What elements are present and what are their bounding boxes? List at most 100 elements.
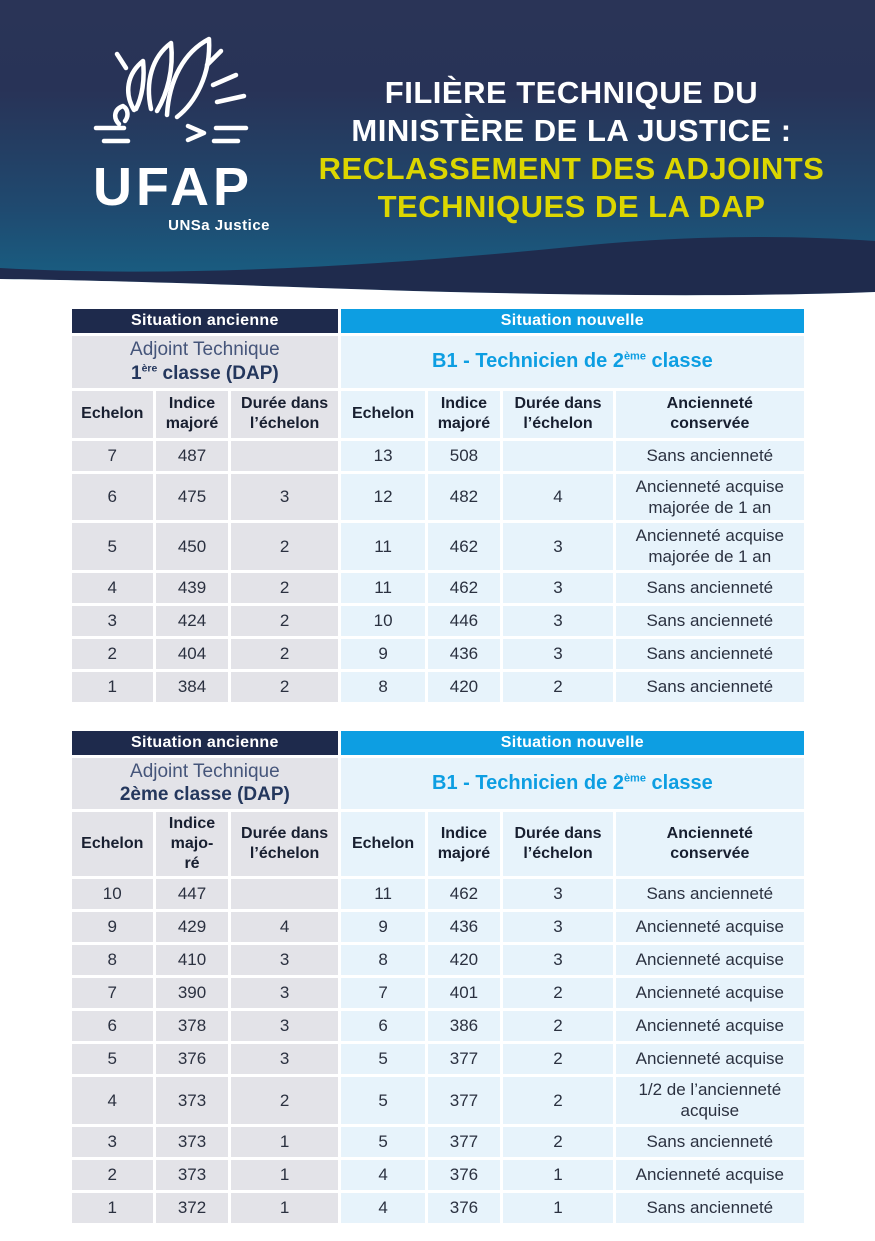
table-cell: 2 [499, 1074, 617, 1127]
table-cell: 6 [338, 1008, 428, 1044]
table-row: 4 373 2 5 377 2 1/2 de l’ancienneté acquise [68, 1074, 807, 1127]
grade-title-row: Adjoint Technique 1ère classe (DAP) B1 -… [68, 333, 807, 391]
table-cell: 3 [227, 1008, 342, 1044]
table-cell: Ancienneté acquise [613, 909, 807, 945]
grade-title-row: Adjoint Technique 2ème classe (DAP) B1 -… [68, 754, 807, 812]
table-cell: 12 [338, 470, 428, 523]
table-cell: 377 [424, 1041, 503, 1077]
table-cell: 3 [499, 602, 617, 639]
table-cell: 376 [424, 1189, 503, 1226]
table-cell: 9 [338, 909, 428, 945]
table-cell: Sans ancienneté [613, 635, 807, 672]
table-cell: 2 [227, 569, 342, 606]
table-cell: 2 [499, 1041, 617, 1077]
table-cell: 462 [424, 569, 503, 606]
table-cell: 10 [68, 876, 157, 912]
table-cell: 2 [227, 668, 342, 705]
wave-decoration [0, 236, 875, 300]
table-cell [227, 437, 342, 474]
col-duree-new: Durée dans l’échelon [499, 387, 617, 441]
table-cell: Sans ancienneté [613, 1123, 807, 1160]
table-row: 8 410 3 8 420 3 Ancienneté acquise [68, 942, 807, 978]
new-situation-header: Situation nouvelle [338, 306, 807, 336]
table-cell: 4 [68, 1074, 157, 1127]
table-cell: 4 [338, 1156, 428, 1193]
table-cell: 377 [424, 1123, 503, 1160]
table-row: 9 429 4 9 436 3 Ancienneté acquise [68, 909, 807, 945]
table-cell: 3 [227, 470, 342, 523]
col-echelon-new: Echelon [338, 387, 428, 441]
table-row: 10 447 11 462 3 Sans ancienneté [68, 876, 807, 912]
table-cell: 372 [153, 1189, 231, 1226]
table-cell: 2 [227, 602, 342, 639]
title-line-2: MINISTÈRE DE LA JUSTICE : [351, 113, 792, 148]
header-banner: UFAP UNSa Justice FILIÈRE TECHNIQUE DU M… [0, 0, 875, 300]
table-cell: 404 [153, 635, 231, 672]
table-cell [499, 437, 617, 474]
old-grade-line2: 2ème classe (DAP) [119, 784, 290, 806]
table-cell: 373 [153, 1123, 231, 1160]
col-indice-new: Indice majoré [424, 387, 503, 441]
table-cell: Ancienneté acquise [613, 1008, 807, 1044]
table-cell: 487 [153, 437, 231, 474]
table-cell: 6 [68, 470, 157, 523]
table-cell: 386 [424, 1008, 503, 1044]
old-grade-line1: Adjoint Technique [130, 760, 280, 782]
table-cell: 447 [153, 876, 231, 912]
col-duree-old: Durée dans l’échelon [227, 809, 342, 879]
table-cell: 5 [338, 1041, 428, 1077]
table-row: 1 384 2 8 420 2 Sans ancienneté [68, 668, 807, 705]
col-indice-old: Indice majoré [153, 387, 231, 441]
table-cell: 7 [338, 975, 428, 1011]
new-situation-header: Situation nouvelle [338, 727, 807, 758]
col-echelon-new: Echelon [338, 809, 428, 879]
column-header-row: Echelon Indice majoré Durée dans l’échel… [68, 387, 807, 441]
table-cell: Ancienneté acquise majorée de 1 an [613, 520, 807, 573]
table-cell: 373 [153, 1156, 231, 1193]
table-cell: 3 [499, 876, 617, 912]
table-cell: 3 [499, 909, 617, 945]
old-grade-title: Adjoint Technique 2ème classe (DAP) [68, 754, 342, 812]
table-cell: 5 [338, 1074, 428, 1127]
table-row: 3 373 1 5 377 2 Sans ancienneté [68, 1123, 807, 1160]
table-cell: 4 [338, 1189, 428, 1226]
table-cell: 2 [499, 1123, 617, 1160]
table-cell: 1 [227, 1123, 342, 1160]
page-title: FILIÈRE TECHNIQUE DU MINISTÈRE DE LA JUS… [298, 74, 875, 226]
table-cell: Ancienneté acquise [613, 975, 807, 1011]
table-cell: Ancienneté acquise [613, 1041, 807, 1077]
table-cell: 401 [424, 975, 503, 1011]
table-cell: 10 [338, 602, 428, 639]
table-cell: 1 [499, 1156, 617, 1193]
table-cell: 9 [338, 635, 428, 672]
table-cell: 1 [68, 1189, 157, 1226]
old-grade-line1: Adjoint Technique [130, 339, 280, 360]
table-row: 7 390 3 7 401 2 Ancienneté acquise [68, 975, 807, 1011]
table-cell: 475 [153, 470, 231, 523]
table-cell: 2 [499, 975, 617, 1011]
table-cell: 3 [499, 635, 617, 672]
table-cell: Sans ancienneté [613, 876, 807, 912]
table-row: 6 475 3 12 482 4 Ancienneté acquise majorée de… [68, 470, 807, 523]
table-cell: 420 [424, 942, 503, 978]
table-cell: 373 [153, 1074, 231, 1127]
table-row: 2 373 1 4 376 1 Ancienneté acquise [68, 1156, 807, 1193]
old-situation-header: Situation ancienne [68, 727, 342, 758]
table-cell: 1 [499, 1189, 617, 1226]
logo-subtitle: UNSa Justice [168, 217, 270, 234]
table-cell: 429 [153, 909, 231, 945]
title-line-3: RECLASSEMENT DES ADJOINTS [318, 151, 825, 186]
table-cell: 9 [68, 909, 157, 945]
table-cell: 2 [499, 668, 617, 705]
table-cell: 2 [227, 1074, 342, 1127]
table-cell: 436 [424, 909, 503, 945]
table-cell: 4 [227, 909, 342, 945]
table-cell: 4 [68, 569, 157, 606]
table-cell: 3 [227, 975, 342, 1011]
table-row: 1 372 1 4 376 1 Sans ancienneté [68, 1189, 807, 1226]
table-cell: Ancienneté acquise majorée de 1 an [613, 470, 807, 523]
table-cell: 410 [153, 942, 231, 978]
table-cell: 376 [424, 1156, 503, 1193]
table-row: 5 376 3 5 377 2 Ancienneté acquise [68, 1041, 807, 1077]
new-grade-title: B1 - Technicien de 2ème classe [338, 333, 807, 391]
